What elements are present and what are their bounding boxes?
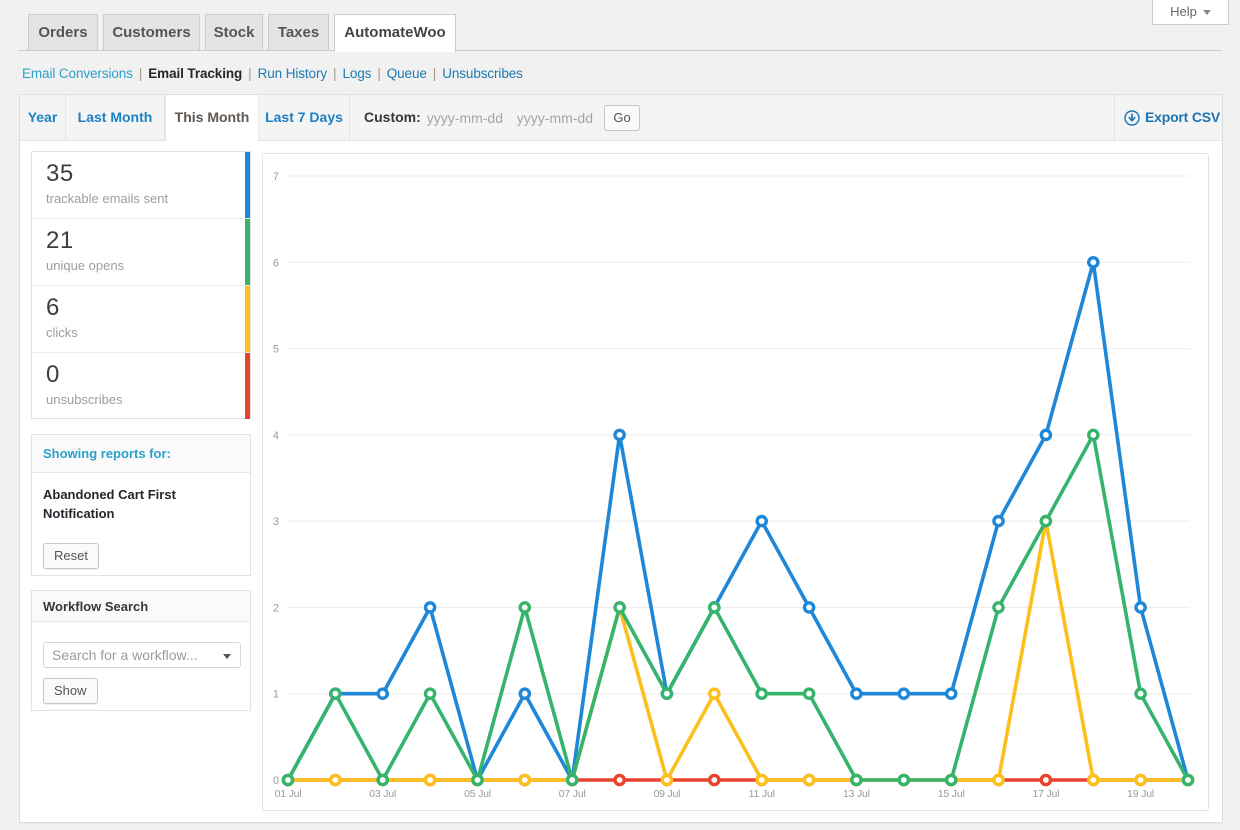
- svg-text:4: 4: [273, 430, 279, 442]
- svg-text:15 Jul: 15 Jul: [938, 788, 965, 800]
- svg-text:09 Jul: 09 Jul: [653, 788, 680, 800]
- svg-text:05 Jul: 05 Jul: [464, 788, 491, 800]
- svg-text:13 Jul: 13 Jul: [843, 788, 870, 800]
- svg-text:19 Jul: 19 Jul: [1127, 788, 1154, 800]
- svg-text:1: 1: [273, 689, 279, 701]
- svg-text:07 Jul: 07 Jul: [559, 788, 586, 800]
- svg-text:11 Jul: 11 Jul: [749, 788, 775, 800]
- svg-text:5: 5: [273, 344, 279, 356]
- svg-text:6: 6: [273, 257, 279, 269]
- svg-text:7: 7: [273, 171, 279, 183]
- svg-text:03 Jul: 03 Jul: [369, 788, 396, 800]
- svg-text:3: 3: [273, 516, 279, 528]
- svg-text:0: 0: [273, 775, 279, 787]
- svg-text:2: 2: [273, 602, 279, 614]
- svg-text:17 Jul: 17 Jul: [1032, 788, 1059, 800]
- svg-text:01 Jul: 01 Jul: [275, 788, 302, 800]
